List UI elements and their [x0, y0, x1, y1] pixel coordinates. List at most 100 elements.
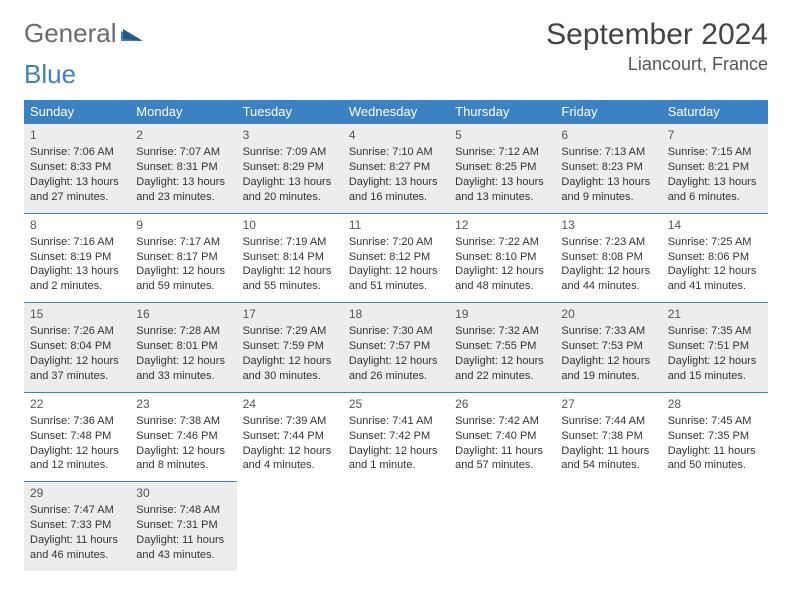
- weekday-header-row: SundayMondayTuesdayWednesdayThursdayFrid…: [24, 100, 768, 124]
- day-cell: 26Sunrise: 7:42 AMSunset: 7:40 PMDayligh…: [449, 392, 555, 482]
- empty-cell: [343, 482, 449, 571]
- sunset-line: Sunset: 8:31 PM: [136, 160, 230, 175]
- day-cell: 2Sunrise: 7:07 AMSunset: 8:31 PMDaylight…: [130, 124, 236, 214]
- weekday-header: Sunday: [24, 100, 130, 124]
- day-cell: 6Sunrise: 7:13 AMSunset: 8:23 PMDaylight…: [555, 124, 661, 214]
- day-number: 7: [668, 127, 762, 143]
- calendar-body: 1Sunrise: 7:06 AMSunset: 8:33 PMDaylight…: [24, 124, 768, 571]
- daylight-line: Daylight: 11 hours and 50 minutes.: [668, 444, 762, 474]
- sunrise-line: Sunrise: 7:35 AM: [668, 324, 762, 339]
- day-number: 3: [243, 127, 337, 143]
- location: Liancourt, France: [546, 54, 768, 75]
- weekday-header: Thursday: [449, 100, 555, 124]
- daylight-line: Daylight: 12 hours and 48 minutes.: [455, 264, 549, 294]
- sunrise-line: Sunrise: 7:28 AM: [136, 324, 230, 339]
- logo: General: [24, 18, 147, 49]
- day-cell: 24Sunrise: 7:39 AMSunset: 7:44 PMDayligh…: [237, 392, 343, 482]
- daylight-line: Daylight: 12 hours and 1 minute.: [349, 444, 443, 474]
- day-number: 18: [349, 306, 443, 322]
- day-cell: 15Sunrise: 7:26 AMSunset: 8:04 PMDayligh…: [24, 303, 130, 393]
- day-cell: 30Sunrise: 7:48 AMSunset: 7:31 PMDayligh…: [130, 482, 236, 571]
- empty-cell: [237, 482, 343, 571]
- sunset-line: Sunset: 7:46 PM: [136, 429, 230, 444]
- daylight-line: Daylight: 12 hours and 22 minutes.: [455, 354, 549, 384]
- sunrise-line: Sunrise: 7:16 AM: [30, 235, 124, 250]
- day-number: 11: [349, 217, 443, 233]
- sunrise-line: Sunrise: 7:12 AM: [455, 145, 549, 160]
- day-cell: 13Sunrise: 7:23 AMSunset: 8:08 PMDayligh…: [555, 213, 661, 303]
- sunrise-line: Sunrise: 7:32 AM: [455, 324, 549, 339]
- day-number: 29: [30, 485, 124, 501]
- sunrise-line: Sunrise: 7:38 AM: [136, 414, 230, 429]
- day-cell: 10 Sunrise: 7:19 AMSunset: 8:14 PMDayligh…: [237, 213, 343, 303]
- day-number: 28: [668, 396, 762, 412]
- sunrise-line: Sunrise: 7:29 AM: [243, 324, 337, 339]
- day-cell: 4Sunrise: 7:10 AMSunset: 8:27 PMDaylight…: [343, 124, 449, 214]
- daylight-line: Daylight: 12 hours and 19 minutes.: [561, 354, 655, 384]
- sunrise-line: Sunrise: 7:44 AM: [561, 414, 655, 429]
- sunrise-line: Sunrise: 7:10 AM: [349, 145, 443, 160]
- month-title: September 2024: [546, 18, 768, 52]
- day-cell: 5Sunrise: 7:12 AMSunset: 8:25 PMDaylight…: [449, 124, 555, 214]
- sunset-line: Sunset: 8:17 PM: [136, 250, 230, 265]
- sunrise-line: Sunrise: 7:45 AM: [668, 414, 762, 429]
- day-number: 14: [668, 217, 762, 233]
- logo-word1: General: [24, 18, 117, 49]
- day-cell: 19Sunrise: 7:32 AMSunset: 7:55 PMDayligh…: [449, 303, 555, 393]
- daylight-line: Daylight: 13 hours and 2 minutes.: [30, 264, 124, 294]
- day-number: 30: [136, 485, 230, 501]
- day-cell: 17Sunrise: 7:29 AMSunset: 7:59 PMDayligh…: [237, 303, 343, 393]
- weekday-header: Saturday: [662, 100, 768, 124]
- day-number: 8: [30, 217, 124, 233]
- day-number: 21: [668, 306, 762, 322]
- day-cell: 16Sunrise: 7:28 AMSunset: 8:01 PMDayligh…: [130, 303, 236, 393]
- logo-word2: Blue: [24, 59, 76, 90]
- sunset-line: Sunset: 8:14 PM: [243, 250, 337, 265]
- daylight-line: Daylight: 13 hours and 9 minutes.: [561, 175, 655, 205]
- sunset-line: Sunset: 8:06 PM: [668, 250, 762, 265]
- daylight-line: Daylight: 12 hours and 12 minutes.: [30, 444, 124, 474]
- day-number: 20: [561, 306, 655, 322]
- sunrise-line: Sunrise: 7:36 AM: [30, 414, 124, 429]
- daylight-line: Daylight: 13 hours and 13 minutes.: [455, 175, 549, 205]
- weekday-header: Tuesday: [237, 100, 343, 124]
- daylight-line: Daylight: 12 hours and 4 minutes.: [243, 444, 337, 474]
- sunset-line: Sunset: 8:27 PM: [349, 160, 443, 175]
- sunrise-line: Sunrise: 7:47 AM: [30, 503, 124, 518]
- daylight-line: Daylight: 13 hours and 6 minutes.: [668, 175, 762, 205]
- daylight-line: Daylight: 12 hours and 44 minutes.: [561, 264, 655, 294]
- day-cell: 12Sunrise: 7:22 AMSunset: 8:10 PMDayligh…: [449, 213, 555, 303]
- sunrise-line: Sunrise: 7:06 AM: [30, 145, 124, 160]
- day-cell: 23Sunrise: 7:38 AMSunset: 7:46 PMDayligh…: [130, 392, 236, 482]
- daylight-line: Daylight: 12 hours and 26 minutes.: [349, 354, 443, 384]
- day-number: 12: [455, 217, 549, 233]
- day-number: 10: [243, 217, 337, 233]
- sunset-line: Sunset: 7:53 PM: [561, 339, 655, 354]
- sunset-line: Sunset: 7:55 PM: [455, 339, 549, 354]
- sunrise-line: Sunrise: 7:30 AM: [349, 324, 443, 339]
- day-number: 15: [30, 306, 124, 322]
- day-cell: 14Sunrise: 7:25 AMSunset: 8:06 PMDayligh…: [662, 213, 768, 303]
- sunrise-line: Sunrise: 7:25 AM: [668, 235, 762, 250]
- daylight-line: Daylight: 12 hours and 15 minutes.: [668, 354, 762, 384]
- day-cell: 7Sunrise: 7:15 AMSunset: 8:21 PMDaylight…: [662, 124, 768, 214]
- weekday-header: Friday: [555, 100, 661, 124]
- daylight-line: Daylight: 12 hours and 33 minutes.: [136, 354, 230, 384]
- sunrise-line: Sunrise: 7:23 AM: [561, 235, 655, 250]
- day-cell: 25Sunrise: 7:41 AMSunset: 7:42 PMDayligh…: [343, 392, 449, 482]
- day-cell: 18Sunrise: 7:30 AMSunset: 7:57 PMDayligh…: [343, 303, 449, 393]
- sunset-line: Sunset: 7:38 PM: [561, 429, 655, 444]
- day-cell: 1Sunrise: 7:06 AMSunset: 8:33 PMDaylight…: [24, 124, 130, 214]
- sunset-line: Sunset: 8:21 PM: [668, 160, 762, 175]
- day-cell: 29Sunrise: 7:47 AMSunset: 7:33 PMDayligh…: [24, 482, 130, 571]
- daylight-line: Daylight: 13 hours and 23 minutes.: [136, 175, 230, 205]
- daylight-line: Daylight: 11 hours and 46 minutes.: [30, 533, 124, 563]
- sunset-line: Sunset: 7:51 PM: [668, 339, 762, 354]
- daylight-line: Daylight: 12 hours and 55 minutes.: [243, 264, 337, 294]
- sunset-line: Sunset: 7:40 PM: [455, 429, 549, 444]
- day-number: 23: [136, 396, 230, 412]
- sunset-line: Sunset: 7:48 PM: [30, 429, 124, 444]
- sunrise-line: Sunrise: 7:42 AM: [455, 414, 549, 429]
- sunrise-line: Sunrise: 7:19 AM: [243, 235, 337, 250]
- day-cell: 9Sunrise: 7:17 AMSunset: 8:17 PMDaylight…: [130, 213, 236, 303]
